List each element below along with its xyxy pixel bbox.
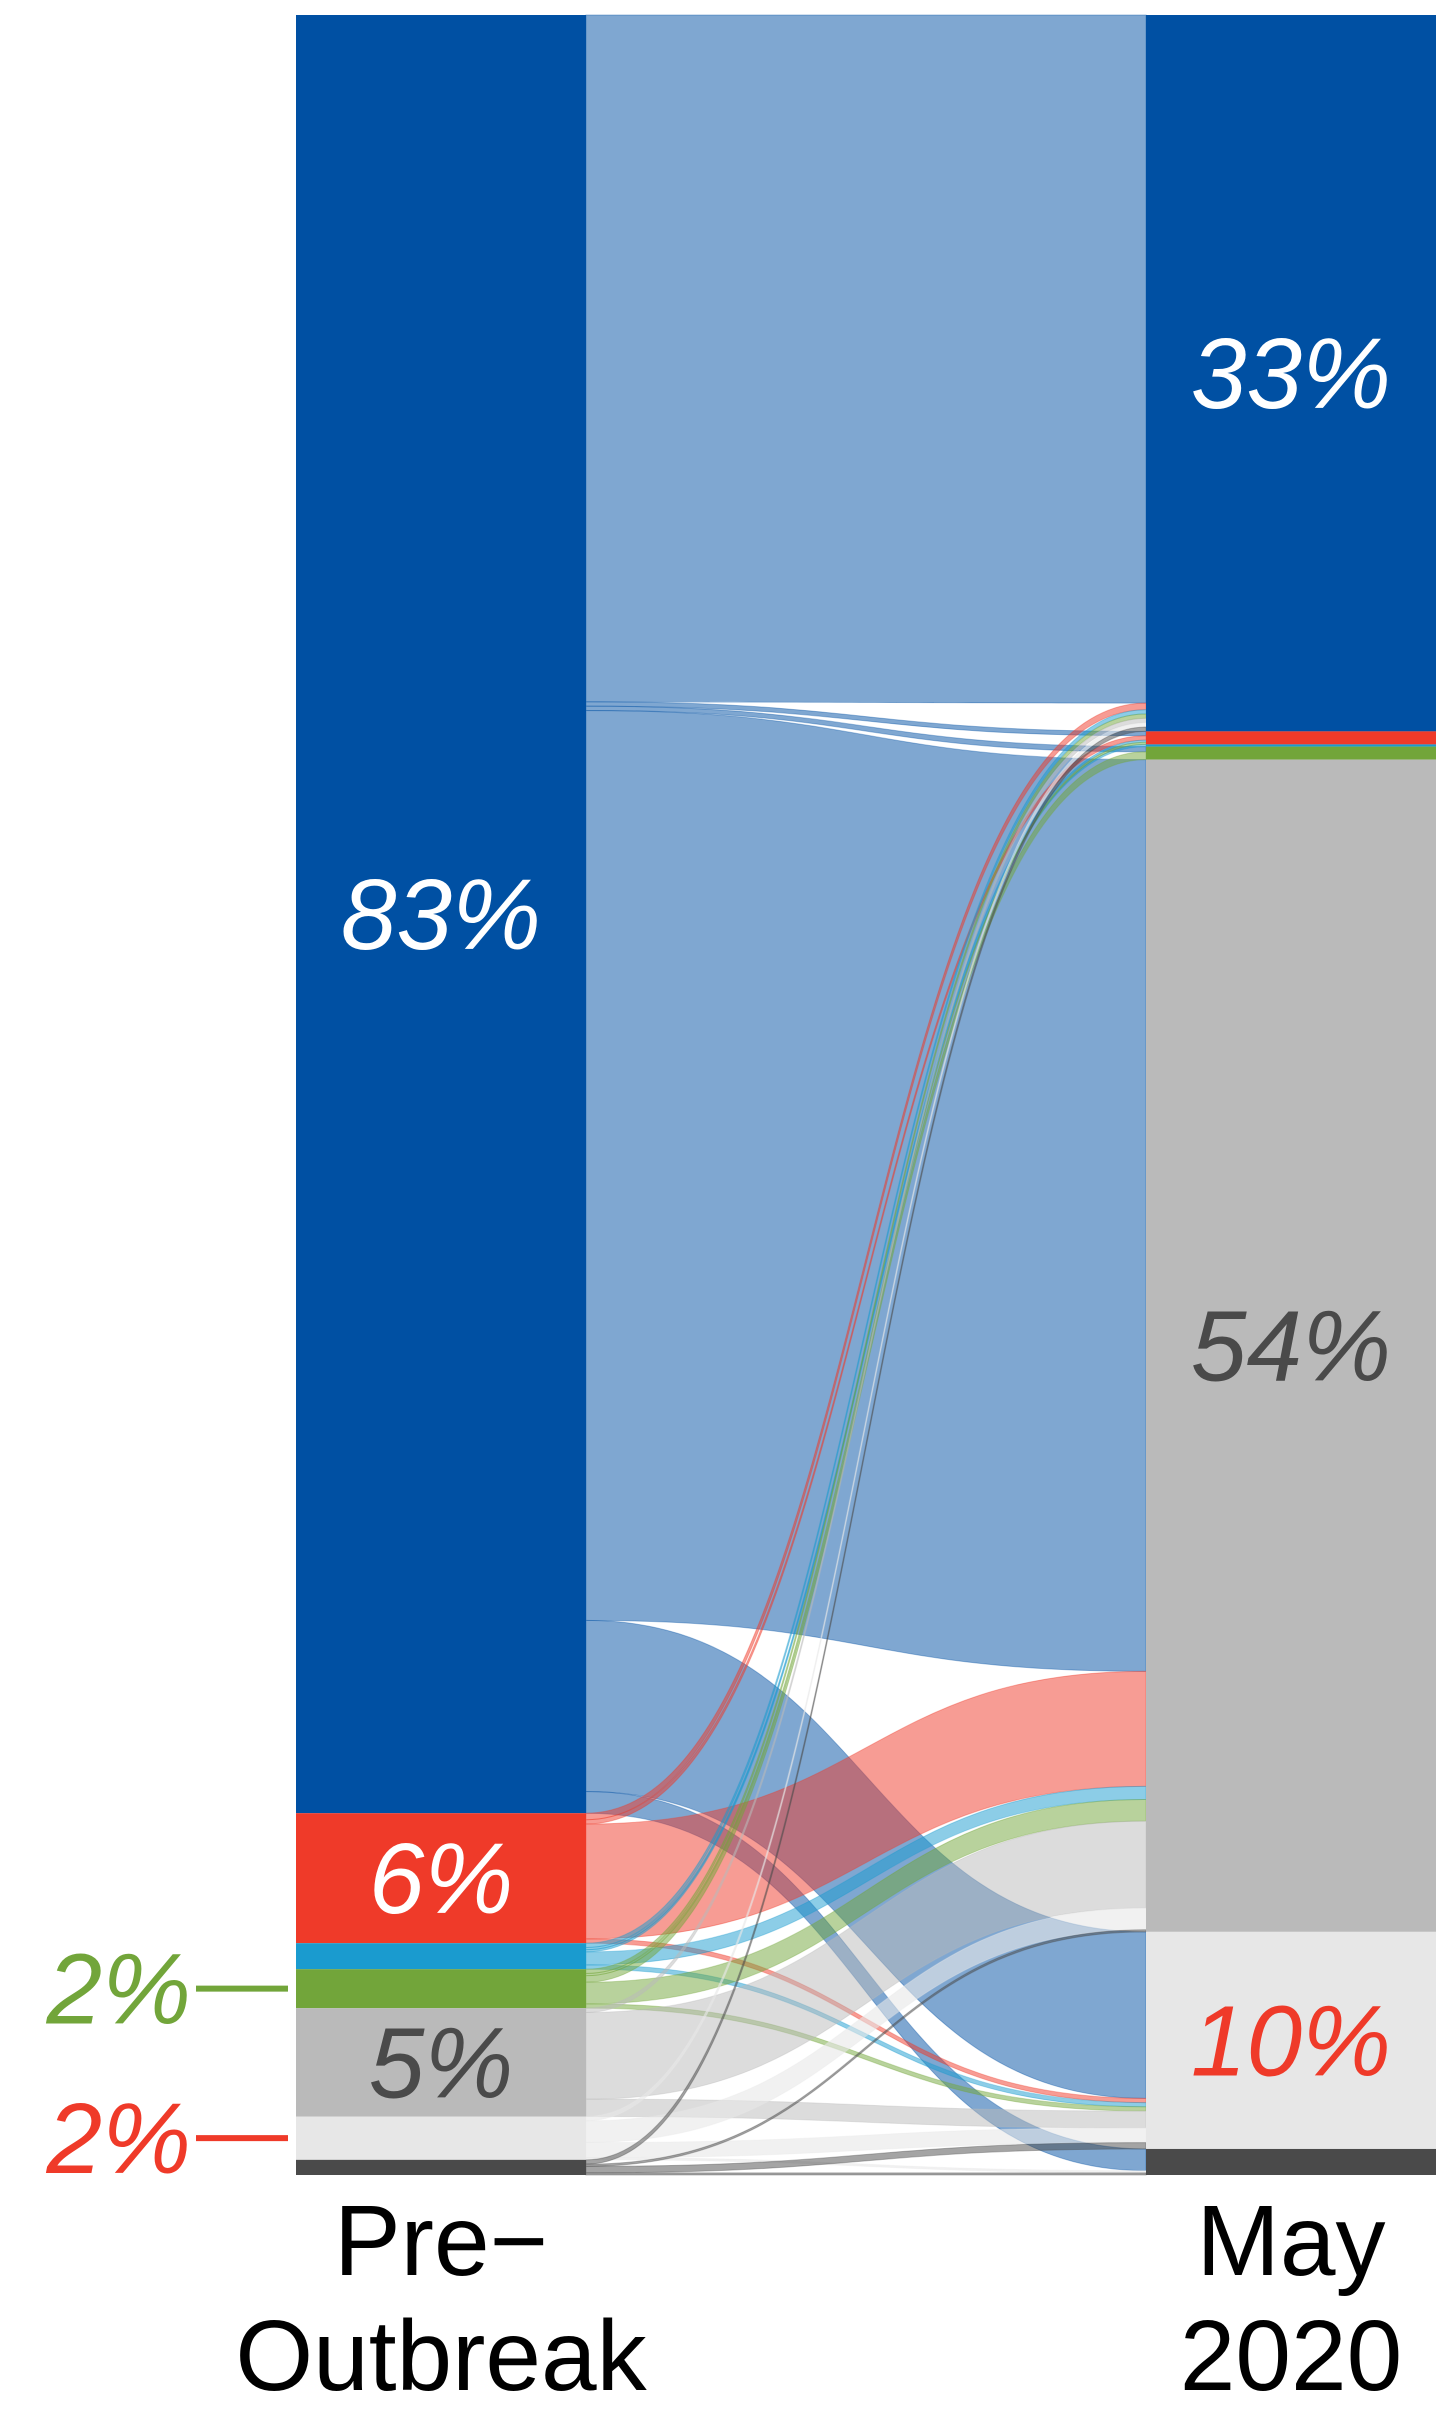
right-node-gray [1146,759,1436,1932]
left-node-red [296,1813,586,1944]
left-node-green [296,1969,586,2009]
column-label-0-line-0: Pre− [334,2185,548,2297]
flow-dark-to-dark [585,2172,1147,2176]
right-node-cyan [1146,744,1436,747]
left-node-light [296,2116,586,2160]
right-node-red [1146,731,1436,745]
left-node-gray [296,2008,586,2117]
flow-blue-to-blue [585,14,1147,704]
right-pct-label-light: 10% [1191,1985,1391,2097]
right-node-light [1146,1931,1436,2149]
right-pct-label-gray: 54% [1191,1291,1391,1403]
left-node-blue [296,15,586,1814]
flows-layer [585,14,1147,2176]
left-node-dark [296,2159,586,2175]
right-node-blue [1146,15,1436,732]
right-node-dark [1146,2148,1436,2175]
nodes-layer [296,15,1436,2175]
left-pct-label-red: 6% [369,1823,514,1935]
left-pct-label-light: 2% [45,2083,191,2195]
right-pct-label-blue: 33% [1191,318,1391,430]
flow-blue-to-gray [585,709,1147,1672]
column-label-0-line-1: Outbreak [235,2300,647,2412]
column-label-1-line-1: 2020 [1180,2300,1402,2412]
percent-labels-layer: 83% 6% 2% 5% 2% 33% 54% 10% [45,318,1391,2195]
left-pct-label-green: 2% [45,1934,191,2046]
right-node-green [1146,746,1436,760]
left-pct-label-gray: 5% [369,2007,514,2119]
column-label-1-line-0: May [1197,2185,1386,2297]
left-pct-label-blue: 83% [341,859,541,971]
left-node-cyan [296,1943,586,1970]
